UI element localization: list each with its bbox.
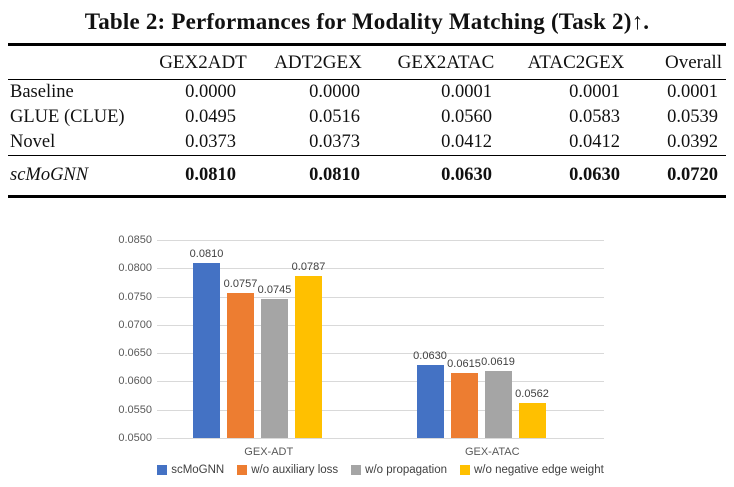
y-tick-label: 0.0600 [118, 375, 152, 388]
data-label: 0.0562 [515, 387, 549, 400]
gridline [157, 438, 604, 439]
gridline [157, 409, 604, 411]
cell-value: 0.0001 [667, 82, 718, 102]
x-category-label: GEX-ADT [244, 446, 294, 458]
cell-value: 0.0560 [441, 107, 492, 127]
column-header-gex2atac: GEX2ATAC [380, 44, 512, 80]
cell-value: 0.0720 [640, 155, 726, 197]
cell-value: 0.0810 [256, 155, 380, 197]
data-label: 0.0615 [447, 357, 481, 370]
y-tick-label: 0.0550 [118, 403, 152, 416]
gridline [157, 296, 604, 298]
bar-w-o-propagation [261, 299, 288, 438]
table-row: Novel 0.0373 0.0373 0.0412 0.0412 0.0392 [8, 130, 726, 156]
legend-item: w/o negative edge weight [460, 464, 604, 476]
legend-label: w/o auxiliary loss [251, 464, 339, 476]
table-row: Baseline 0.0000 0.0000 0.0001 0.0001 0.0001 [8, 80, 726, 106]
gridline [157, 240, 604, 241]
cell-value: 0.0001 [569, 82, 620, 102]
chart-legend: scMoGNN w/o auxiliary loss w/o propagation… [157, 464, 604, 476]
plot-area: 0.0850 0.0800 0.0750 0.0700 0.0650 0.0600 0.05… [118, 234, 604, 458]
legend-label: w/o negative edge weight [474, 464, 604, 476]
cell-value: 0.0001 [441, 82, 492, 102]
data-label: 0.0619 [481, 355, 515, 368]
cell-value: 0.0000 [185, 82, 236, 102]
data-label: 0.0810 [189, 247, 224, 260]
column-header-gex2adt: GEX2ADT [150, 44, 256, 80]
bar-w-o-negative-edge-weight [295, 275, 322, 438]
bar-scmognn [416, 364, 444, 438]
legend-swatch-icon [351, 465, 362, 475]
cell-value: 0.0495 [185, 107, 236, 127]
cell-value: 0.0392 [667, 132, 718, 152]
data-label: 0.0630 [413, 349, 447, 362]
cell-value: 0.0412 [569, 132, 620, 152]
legend-label: scMoGNN [171, 464, 225, 476]
y-tick-label: 0.0650 [118, 347, 152, 360]
row-label: Baseline [10, 82, 74, 102]
cell-value: 0.0810 [150, 155, 256, 197]
y-tick-label: 0.0800 [118, 262, 152, 275]
bar-w-o-negative-edge-weight [518, 402, 546, 438]
cell-value: 0.0583 [569, 107, 620, 127]
data-label: 0.0787 [291, 260, 326, 273]
y-tick-label: 0.0850 [118, 234, 152, 246]
legend-swatch-icon [237, 465, 248, 475]
gridline [157, 381, 604, 383]
bar-w-o-auxiliary-loss [450, 372, 478, 438]
cell-value: 0.0516 [309, 107, 360, 127]
bar-w-o-propagation [484, 370, 512, 438]
cell-value: 0.0630 [380, 155, 512, 197]
bar-w-o-auxiliary-loss [227, 292, 254, 438]
y-tick-label: 0.0750 [118, 290, 152, 303]
x-category-label: GEX-ATAC [464, 446, 520, 458]
cell-value: 0.0373 [309, 132, 360, 152]
y-tick-label: 0.0700 [118, 318, 152, 331]
cell-value: 0.0539 [667, 107, 718, 127]
table-row: scMoGNN 0.0810 0.0810 0.0630 0.0630 0.0720 [8, 155, 726, 197]
gridline [157, 324, 604, 326]
gridline [157, 268, 604, 270]
table-row: GLUE (CLUE) 0.0495 0.0516 0.0560 0.0583 0.053… [8, 105, 726, 130]
header-row: GEX2ADT ADT2GEX GEX2ATAC ATAC2GEX Overall [8, 44, 726, 80]
corner-cell [8, 44, 150, 80]
row-label: GLUE (CLUE) [10, 107, 125, 127]
cell-value: 0.0630 [512, 155, 640, 197]
data-label: 0.0745 [257, 284, 292, 297]
legend-item: w/o auxiliary loss [237, 464, 338, 476]
row-label: Novel [10, 132, 56, 152]
column-header-atac2gex: ATAC2GEX [512, 44, 640, 80]
results-table: GEX2ADT ADT2GEX GEX2ATAC ATAC2GEX Overall Ba… [8, 43, 726, 198]
data-label: 0.0757 [223, 277, 258, 290]
column-header-adt2gex: ADT2GEX [256, 44, 380, 80]
bar-chart: 0.0850 0.0800 0.0750 0.0700 0.0650 0.0600 0.05… [0, 228, 734, 487]
cell-value: 0.0373 [185, 132, 236, 152]
legend-swatch-icon [460, 465, 470, 475]
legend-label: w/o propagation [365, 464, 447, 476]
column-header-overall: Overall [640, 44, 726, 80]
cell-value: 0.0000 [309, 82, 360, 102]
gridline [157, 353, 604, 355]
legend-item: scMoGNN [157, 464, 224, 476]
bar-scmognn [193, 262, 220, 438]
cell-value: 0.0412 [441, 132, 492, 152]
legend-item: w/o propagation [351, 464, 447, 476]
row-label: scMoGNN [8, 155, 150, 197]
y-tick-label: 0.0500 [118, 432, 152, 444]
table-title: Table 2: Performances for Modality Match… [84, 9, 650, 34]
legend-swatch-icon [157, 465, 168, 475]
